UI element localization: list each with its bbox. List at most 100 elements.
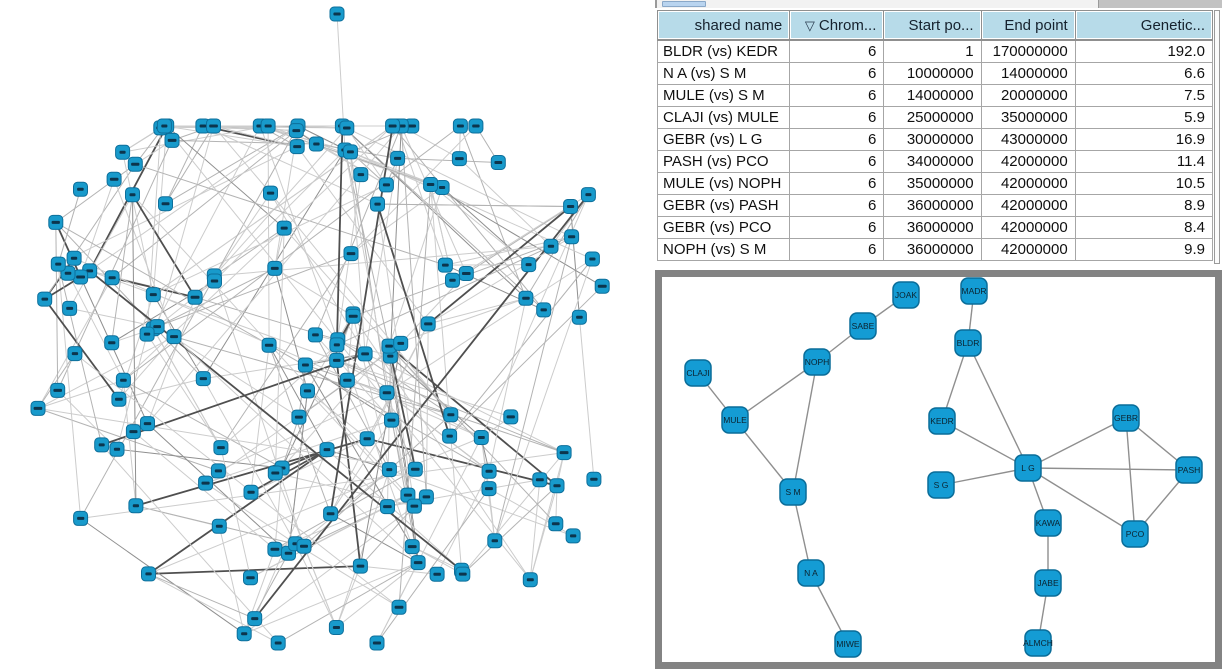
overview-graph-node[interactable] [67, 346, 83, 362]
overview-graph-node[interactable] [296, 538, 312, 554]
overview-graph-node[interactable] [288, 123, 304, 139]
table-row[interactable]: GEBR (vs) PCO 6 36000000 42000000 8.4 [656, 216, 1214, 239]
overview-graph-node[interactable] [594, 278, 610, 294]
overview-graph-node[interactable] [571, 309, 587, 325]
overview-graph-node[interactable] [319, 442, 335, 458]
overview-graph-node[interactable] [73, 181, 88, 197]
overview-graph-node[interactable] [357, 346, 373, 362]
overview-graph-node[interactable] [50, 382, 66, 398]
overview-graph-node[interactable] [379, 385, 395, 401]
overview-graph-node[interactable] [323, 506, 339, 522]
overview-graph-node[interactable] [37, 291, 53, 307]
graph-node-NOPH[interactable]: NOPH [803, 348, 831, 376]
overview-graph-node[interactable] [297, 357, 313, 373]
table-vertical-scrollbar[interactable] [1214, 10, 1220, 264]
column-header-1[interactable]: ▽ Chrom... [789, 10, 885, 41]
graph-node-N A[interactable]: N A [797, 559, 825, 587]
column-header-0[interactable]: shared name [656, 10, 791, 41]
overview-graph-node[interactable] [195, 371, 211, 387]
table-row[interactable]: N A (vs) S M 6 10000000 14000000 6.6 [656, 62, 1214, 85]
overview-graph-node[interactable] [243, 570, 258, 586]
graph-node-ALMCH[interactable]: ALMCH [1023, 629, 1053, 657]
filter-icon[interactable]: ▽ [804, 17, 815, 33]
overview-graph-node[interactable] [263, 185, 278, 201]
network-detail-panel[interactable]: JOAK MADR SABE BLDR NOPH CLAJI KEDR GEBR MULE L G… [655, 270, 1222, 669]
overview-graph-node[interactable] [139, 326, 155, 342]
graph-node-S M[interactable]: S M [779, 478, 807, 506]
overview-graph-node[interactable] [339, 120, 355, 136]
overview-graph-node[interactable] [261, 337, 277, 353]
overview-graph-node[interactable] [247, 611, 263, 627]
overview-graph-node[interactable] [210, 463, 226, 479]
overview-graph-node[interactable] [536, 302, 552, 318]
overview-graph-node[interactable] [329, 352, 345, 368]
overview-graph-node[interactable] [518, 290, 534, 306]
overview-graph-node[interactable] [473, 430, 489, 445]
overview-graph-node[interactable] [329, 6, 345, 22]
overview-graph-node[interactable] [580, 187, 596, 203]
overview-graph-node[interactable] [106, 171, 122, 187]
overview-graph-node[interactable] [343, 246, 359, 262]
overview-graph-node[interactable] [206, 118, 221, 134]
graph-node-PCO[interactable]: PCO [1121, 520, 1149, 548]
overview-graph-node[interactable] [385, 118, 401, 134]
overview-graph-node[interactable] [378, 177, 394, 193]
overview-graph-node[interactable] [503, 409, 519, 425]
graph-node-KAWA[interactable]: KAWA [1034, 509, 1062, 537]
overview-graph-node[interactable] [328, 620, 344, 635]
overview-graph-node[interactable] [418, 489, 434, 505]
overview-graph-node[interactable] [109, 441, 125, 457]
overview-graph-node[interactable] [521, 257, 537, 273]
table-row[interactable]: PASH (vs) PCO 6 34000000 42000000 11.4 [656, 150, 1214, 173]
graph-node-KEDR[interactable]: KEDR [928, 407, 956, 435]
column-header-4[interactable]: Genetic... [1074, 10, 1214, 41]
overview-graph-node[interactable] [94, 437, 110, 453]
overview-graph-node[interactable] [307, 327, 323, 343]
overview-graph-node[interactable] [213, 440, 229, 456]
overview-graph-node[interactable] [490, 155, 506, 170]
overview-graph-node[interactable] [125, 187, 140, 203]
overview-graph-node[interactable] [393, 335, 409, 351]
overview-graph-node[interactable] [50, 256, 66, 272]
graph-node-GEBR[interactable]: GEBR [1112, 404, 1140, 432]
overview-graph-node[interactable] [267, 541, 283, 557]
network-overview-panel[interactable] [0, 0, 655, 669]
overview-graph-node[interactable] [267, 260, 283, 276]
graph-node-MADR[interactable]: MADR [960, 277, 988, 305]
graph-node-CLAJI[interactable]: CLAJI [684, 359, 712, 387]
overview-graph-node[interactable] [443, 407, 459, 423]
overview-graph-node[interactable] [345, 308, 361, 324]
graph-node-JOAK[interactable]: JOAK [892, 281, 920, 309]
overview-graph-node[interactable] [532, 472, 548, 488]
overview-graph-node[interactable] [308, 136, 324, 152]
horizontal-scrollbar[interactable] [655, 0, 1222, 8]
overview-graph-node[interactable] [243, 484, 259, 500]
overview-graph-node[interactable] [468, 118, 484, 134]
overview-graph-node[interactable] [128, 498, 144, 514]
overview-graph-node[interactable] [445, 272, 460, 288]
overview-graph-node[interactable] [127, 156, 143, 172]
overview-graph-node[interactable] [66, 250, 82, 266]
column-header-2[interactable]: Start po... [883, 10, 982, 41]
overview-graph-node[interactable] [584, 251, 600, 267]
overview-graph-node[interactable] [487, 533, 503, 549]
overview-graph-node[interactable] [30, 400, 46, 416]
overview-graph-node[interactable] [381, 462, 397, 478]
overview-graph-node[interactable] [407, 461, 423, 477]
overview-graph-node[interactable] [145, 287, 161, 303]
graph-node-BLDR[interactable]: BLDR [954, 329, 982, 357]
overview-graph-node[interactable] [140, 416, 155, 432]
overview-graph-node[interactable] [543, 238, 559, 254]
overview-graph-node[interactable] [115, 144, 131, 160]
overview-graph-node[interactable] [442, 428, 458, 444]
overview-graph-node[interactable] [437, 257, 453, 273]
graph-node-L G[interactable]: L G [1014, 454, 1042, 482]
overview-graph-node[interactable] [455, 566, 471, 582]
overview-graph-node[interactable] [211, 518, 227, 534]
overview-graph-node[interactable] [48, 214, 64, 230]
table-row[interactable]: MULE (vs) NOPH 6 35000000 42000000 10.5 [656, 172, 1214, 195]
overview-graph-node[interactable] [391, 599, 407, 615]
overview-graph-node[interactable] [187, 289, 203, 305]
overview-graph-node[interactable] [115, 372, 131, 388]
overview-graph-node[interactable] [73, 510, 89, 526]
